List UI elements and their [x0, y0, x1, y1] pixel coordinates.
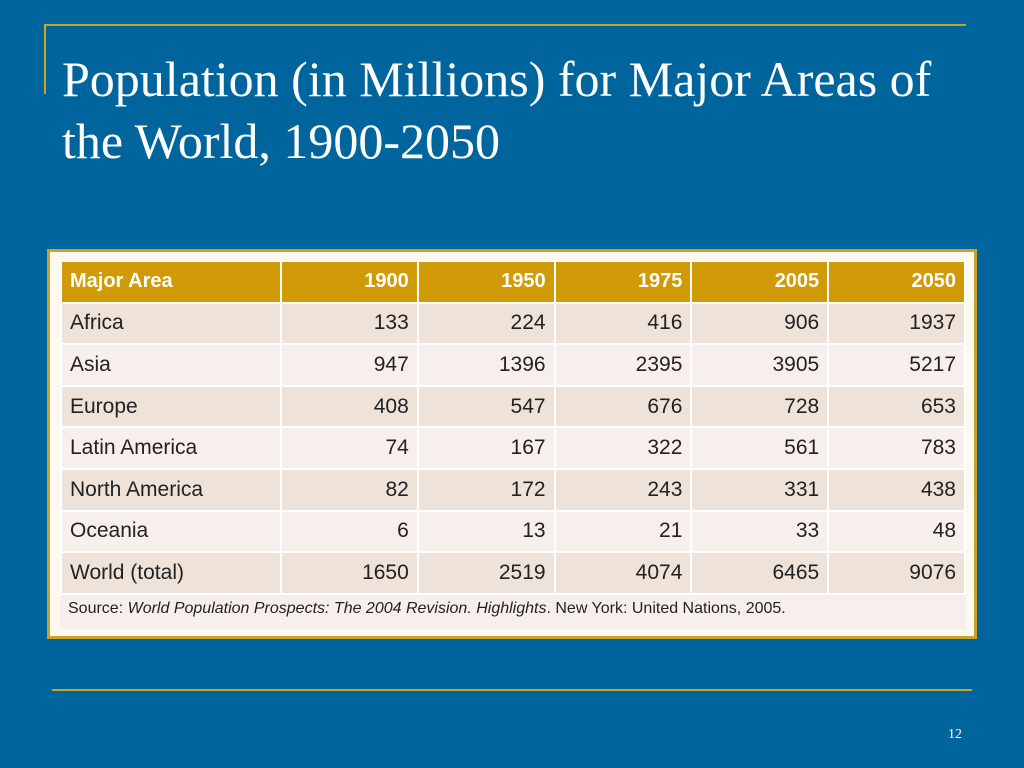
- page-number: 12: [948, 727, 962, 742]
- cell-value: 438: [827, 467, 966, 512]
- header-1975: 1975: [553, 260, 693, 304]
- table-row: Latin America 74 167 322 561 783: [60, 426, 966, 470]
- source-prefix: Source:: [68, 600, 128, 617]
- cell-area: Latin America: [60, 426, 282, 470]
- cell-value: 6: [280, 509, 419, 554]
- cell-value: 172: [416, 467, 556, 512]
- cell-value: 82: [280, 467, 419, 512]
- table-row: Asia 947 1396 2395 3905 5217: [60, 343, 966, 387]
- cell-value: 167: [416, 426, 556, 470]
- cell-value: 906: [690, 301, 830, 346]
- cell-value: 1396: [416, 343, 556, 387]
- cell-value: 653: [827, 384, 966, 429]
- table-row: North America 82 172 243 331 438: [60, 467, 966, 512]
- header-major-area: Major Area: [60, 260, 282, 304]
- cell-value: 48: [827, 509, 966, 554]
- cell-value: 331: [690, 467, 830, 512]
- cell-area: Europe: [60, 384, 282, 429]
- population-table: Major Area 1900 1950 1975 2005 2050 Afri…: [60, 260, 966, 595]
- cell-value: 13: [416, 509, 556, 554]
- source-publication: World Population Prospects: The 2004 Rev…: [127, 600, 547, 617]
- cell-value: 1937: [827, 301, 966, 346]
- table-panel: Major Area 1900 1950 1975 2005 2050 Afri…: [47, 249, 977, 639]
- header-2050: 2050: [827, 260, 966, 304]
- cell-value: 3905: [690, 343, 830, 387]
- header-1950: 1950: [416, 260, 556, 304]
- cell-value: 6465: [690, 551, 830, 595]
- table-row: Oceania 6 13 21 33 48: [60, 509, 966, 554]
- source-suffix: . New York: United Nations, 2005.: [546, 600, 786, 617]
- cell-value: 947: [280, 343, 419, 387]
- cell-value: 33: [690, 509, 830, 554]
- table-row-total: World (total) 1650 2519 4074 6465 9076: [60, 551, 966, 595]
- cell-value: 408: [280, 384, 419, 429]
- cell-value: 2519: [416, 551, 556, 595]
- cell-value: 74: [280, 426, 419, 470]
- cell-area: World (total): [60, 551, 282, 595]
- cell-value: 2395: [553, 343, 693, 387]
- cell-area: Asia: [60, 343, 282, 387]
- cell-value: 561: [690, 426, 830, 470]
- cell-value: 9076: [827, 551, 966, 595]
- header-2005: 2005: [690, 260, 830, 304]
- cell-value: 243: [553, 467, 693, 512]
- header-1900: 1900: [280, 260, 419, 304]
- cell-value: 728: [690, 384, 830, 429]
- source-citation: Source: World Population Prospects: The …: [60, 595, 966, 629]
- cell-value: 322: [553, 426, 693, 470]
- table-row: Africa 133 224 416 906 1937: [60, 301, 966, 346]
- cell-value: 224: [416, 301, 556, 346]
- footer-rule: [52, 689, 972, 691]
- cell-value: 783: [827, 426, 966, 470]
- cell-value: 4074: [553, 551, 693, 595]
- cell-value: 676: [553, 384, 693, 429]
- cell-value: 1650: [280, 551, 419, 595]
- cell-value: 21: [553, 509, 693, 554]
- cell-value: 547: [416, 384, 556, 429]
- table-row: Europe 408 547 676 728 653: [60, 384, 966, 429]
- cell-value: 416: [553, 301, 693, 346]
- title-frame-top-rule: [44, 24, 966, 26]
- cell-area: Oceania: [60, 509, 282, 554]
- cell-value: 5217: [827, 343, 966, 387]
- title-frame-left-rule: [44, 24, 46, 94]
- table-header-row: Major Area 1900 1950 1975 2005 2050: [60, 260, 966, 304]
- slide-title: Population (in Millions) for Major Areas…: [62, 51, 932, 169]
- cell-area: North America: [60, 467, 282, 512]
- cell-area: Africa: [60, 301, 282, 346]
- cell-value: 133: [280, 301, 419, 346]
